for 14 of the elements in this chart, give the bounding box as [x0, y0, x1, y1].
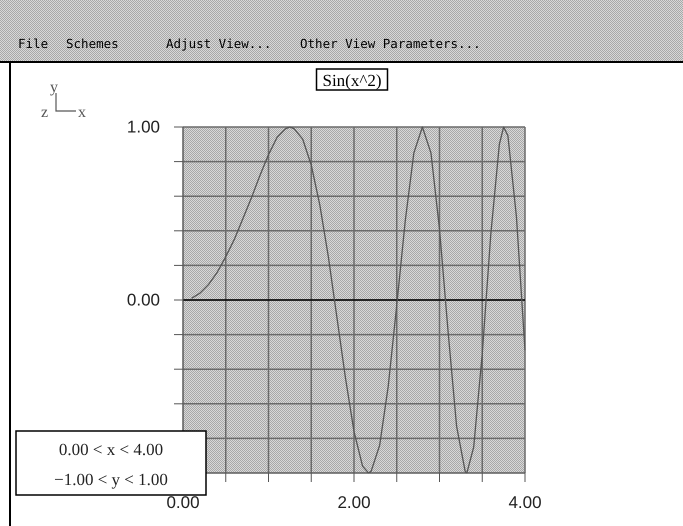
x-tick-label: 0.00: [166, 493, 200, 512]
text: Adjust View...: [166, 36, 272, 51]
text: Schemes: [66, 36, 119, 51]
text: File: [18, 36, 48, 51]
x-tick-label: 2.00: [337, 493, 371, 512]
text: 0.00 < x < 4.00: [58, 440, 164, 459]
chart-title: Sin(x^2): [322, 71, 382, 90]
text: Other View Parameters...: [300, 36, 481, 51]
x-tick-label: 4.00: [508, 493, 542, 512]
y-tick-label: 1.00: [126, 117, 160, 136]
text: y: [50, 79, 58, 96]
text: −1.00 < y < 1.00: [54, 470, 168, 489]
text: z: [41, 104, 48, 121]
text: x: [78, 104, 86, 121]
